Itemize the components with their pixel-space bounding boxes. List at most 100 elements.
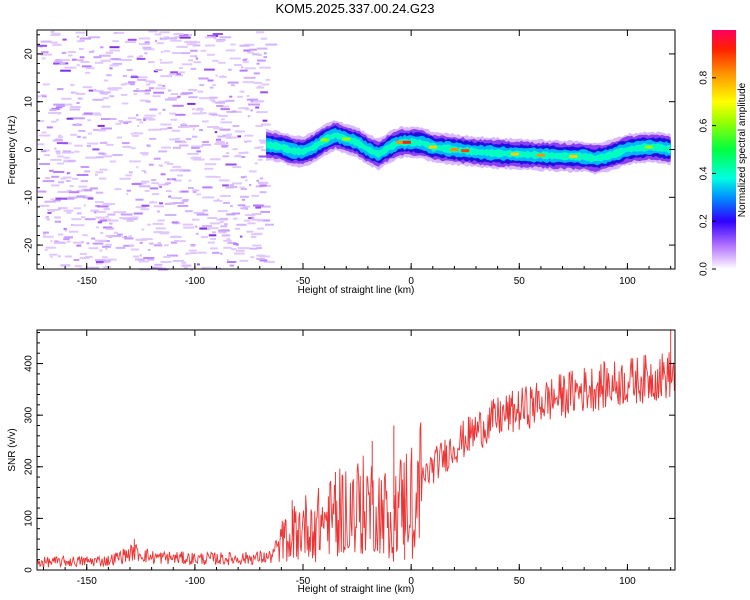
noise-speckle — [130, 132, 133, 135]
noise-speckle — [132, 255, 140, 258]
colorbar-label: Normalized spectral amplitude — [737, 82, 748, 217]
noise-speckle — [201, 225, 212, 228]
noise-speckle — [49, 169, 54, 172]
noise-speckle — [253, 204, 264, 207]
noise-speckle — [67, 51, 76, 54]
noise-speckle — [53, 103, 65, 106]
noise-speckle — [237, 95, 243, 98]
noise-speckle — [229, 57, 241, 60]
noise-speckle — [152, 222, 164, 225]
noise-speckle — [230, 205, 233, 208]
noise-speckle — [160, 61, 169, 64]
noise-speckle — [207, 79, 214, 82]
noise-speckle — [76, 102, 80, 104]
noise-speckle — [250, 236, 256, 238]
noise-speckle — [231, 110, 237, 113]
noise-speckle — [188, 59, 194, 62]
noise-speckle — [130, 248, 140, 251]
noise-speckle — [249, 170, 257, 173]
noise-speckle — [242, 59, 247, 61]
noise-speckle — [198, 77, 209, 80]
noise-speckle — [154, 33, 162, 36]
noise-speckle — [222, 155, 229, 158]
noise-speckle — [77, 135, 81, 138]
noise-speckle — [157, 84, 163, 87]
noise-speckle — [93, 211, 97, 214]
noise-speckle — [54, 147, 57, 150]
noise-speckle — [65, 264, 69, 266]
noise-speckle — [58, 208, 61, 211]
noise-speckle — [231, 248, 237, 251]
noise-speckle — [216, 104, 224, 107]
noise-speckle — [229, 95, 233, 98]
noise-speckle — [256, 31, 264, 34]
noise-speckle — [109, 95, 115, 98]
noise-speckle — [49, 253, 58, 256]
noise-speckle — [256, 254, 265, 257]
noise-speckle — [153, 157, 161, 160]
noise-speckle — [144, 92, 150, 95]
noise-speckle — [162, 108, 166, 111]
noise-speckle — [166, 162, 174, 165]
noise-speckle — [69, 106, 81, 108]
noise-speckle — [192, 112, 204, 115]
noise-speckle — [40, 150, 47, 153]
snr-marks — [36, 330, 675, 569]
noise-speckle — [181, 123, 187, 126]
noise-speckle — [95, 239, 107, 242]
noise-speckle — [176, 73, 181, 76]
noise-speckle — [50, 30, 55, 33]
noise-speckle — [144, 189, 150, 192]
noise-speckle — [172, 260, 182, 262]
noise-speckle — [234, 130, 246, 133]
noise-speckle — [250, 109, 253, 112]
noise-speckle — [138, 185, 151, 188]
noise-speckle — [159, 59, 162, 61]
noise-speckle — [100, 46, 104, 49]
noise-speckle — [179, 36, 191, 39]
noise-speckle — [225, 163, 237, 166]
noise-speckle — [167, 89, 172, 92]
noise-speckle — [57, 191, 69, 193]
noise-speckle — [257, 227, 264, 230]
noise-speckle — [156, 42, 164, 45]
noise-speckle — [218, 229, 230, 232]
noise-speckle — [226, 213, 236, 216]
noise-speckle — [106, 143, 114, 146]
noise-speckle — [190, 252, 197, 254]
noise-speckle — [220, 225, 227, 228]
noise-speckle — [146, 145, 151, 148]
noise-speckle — [207, 241, 215, 244]
noise-speckle — [154, 128, 162, 131]
noise-speckle — [260, 141, 270, 144]
noise-speckle — [143, 257, 155, 260]
noise-speckle — [102, 97, 109, 100]
noise-speckle — [45, 215, 49, 218]
noise-speckle — [212, 231, 216, 234]
noise-speckle — [94, 201, 104, 204]
noise-speckle — [143, 119, 146, 121]
noise-speckle — [227, 81, 239, 84]
noise-speckle — [53, 199, 61, 202]
noise-speckle — [213, 199, 223, 202]
noise-speckle — [262, 119, 268, 122]
noise-speckle — [164, 161, 170, 164]
noise-speckle — [127, 117, 137, 120]
noise-speckle — [148, 128, 157, 131]
noise-speckle — [105, 227, 114, 230]
noise-speckle — [136, 57, 146, 60]
noise-speckle — [67, 196, 78, 199]
noise-speckle — [158, 164, 163, 167]
noise-speckle — [225, 99, 235, 102]
noise-speckle — [124, 237, 134, 240]
noise-speckle — [224, 223, 228, 226]
noise-speckle — [148, 163, 154, 166]
noise-speckle — [43, 233, 46, 236]
noise-speckle — [109, 49, 120, 52]
noise-speckle — [181, 261, 187, 264]
noise-speckle — [132, 134, 139, 137]
noise-speckle — [97, 221, 103, 224]
noise-speckle — [189, 55, 195, 58]
noise-speckle — [197, 90, 204, 93]
